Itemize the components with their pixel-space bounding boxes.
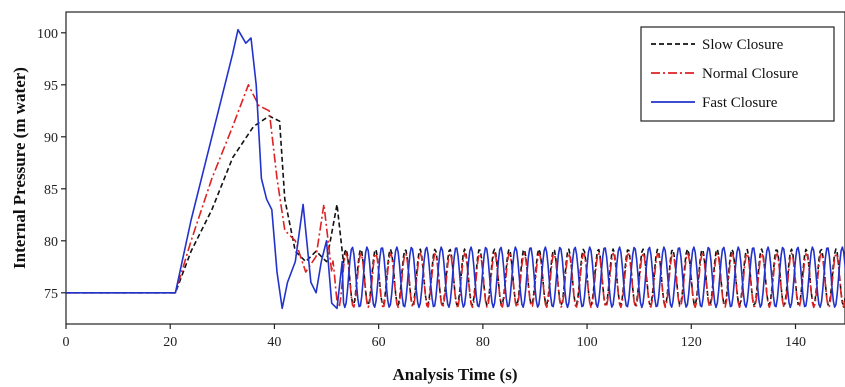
y-tick-label: 80: [44, 235, 58, 250]
series-line-normal-closure: [66, 84, 845, 309]
y-tick-label: 90: [44, 131, 58, 146]
legend: Slow Closure Normal Closure Fast Closure: [640, 26, 835, 122]
legend-label: Normal Closure: [702, 66, 799, 82]
x-tick-label: 0: [63, 335, 70, 350]
x-axis: 0 20 40 60 80 100 120 140: [63, 324, 806, 350]
series-layer: [66, 28, 845, 310]
x-tick-label: 140: [785, 335, 806, 350]
x-tick-label: 60: [372, 335, 386, 350]
x-tick-label: 100: [577, 335, 598, 350]
x-axis-title: Analysis Time (s): [392, 365, 517, 384]
y-tick-label: 75: [44, 287, 58, 302]
y-axis: 75 80 85 90 95 100: [37, 27, 66, 302]
series-line-fast-closure: [66, 28, 845, 310]
legend-box: [640, 26, 835, 122]
x-tick-label: 80: [476, 335, 490, 350]
y-tick-label: 95: [44, 79, 58, 94]
y-tick-label: 85: [44, 183, 58, 198]
legend-items: Slow Closure Normal Closure Fast Closure: [651, 37, 799, 111]
y-axis-title: Internal Pressure (m water): [10, 67, 29, 269]
legend-label: Slow Closure: [702, 37, 784, 53]
x-tick-label: 20: [163, 335, 177, 350]
plot-area: [65, 11, 845, 325]
plot-frame: [65, 11, 845, 325]
x-tick-label: 40: [267, 335, 281, 350]
x-tick-label: 120: [681, 335, 702, 350]
legend-label: Fast Closure: [702, 95, 778, 111]
y-tick-label: 100: [37, 27, 58, 42]
